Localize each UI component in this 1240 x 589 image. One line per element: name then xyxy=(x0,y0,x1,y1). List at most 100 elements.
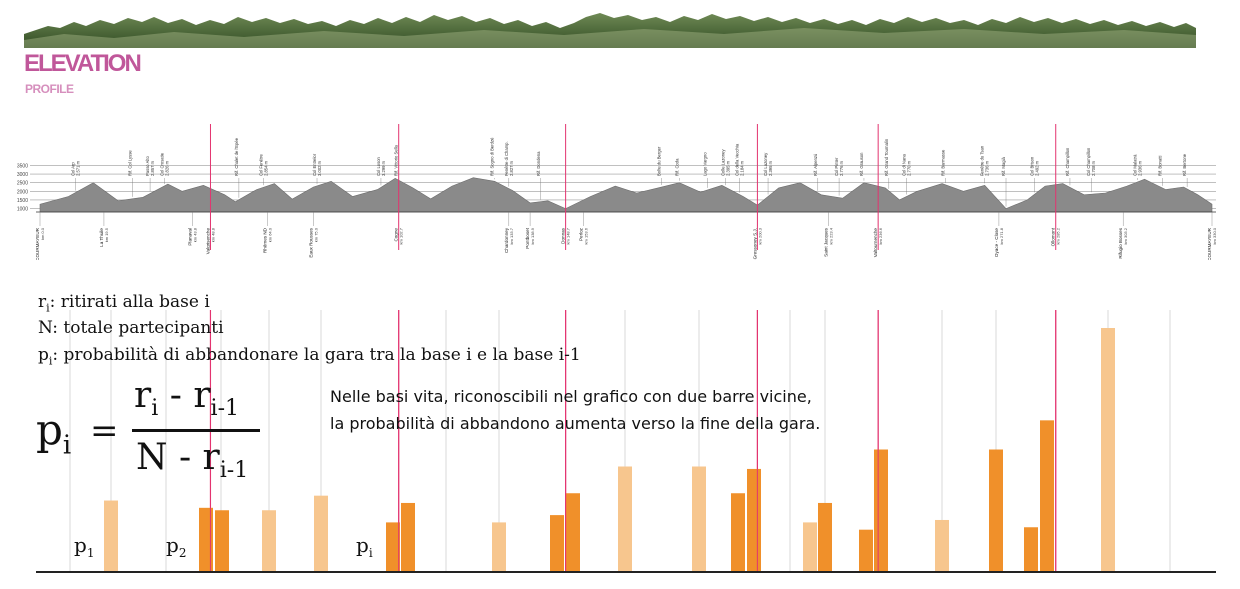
dropout-probability-chart xyxy=(36,310,1216,573)
peak-altitude-label: 3.299 m xyxy=(381,160,386,176)
town-distance-label: km 330.0 xyxy=(1212,227,1217,244)
probability-bar xyxy=(874,449,888,571)
formula-num-a-sub: i xyxy=(151,396,159,422)
bar-label-p2: p2 xyxy=(166,533,186,560)
peak-label: Col Loson xyxy=(376,156,381,176)
formula-den-sub: i-1 xyxy=(219,458,249,484)
peak-label: Rif. Bertone xyxy=(1182,153,1187,176)
peak-altitude-label: 2.492 m xyxy=(1034,160,1039,176)
peak-label: Rif. Col Lysse xyxy=(127,150,132,176)
town-label: Rhêmes ND xyxy=(262,227,267,253)
probability-bar xyxy=(747,468,761,571)
town-distance-label: km 19.5 xyxy=(104,227,109,242)
probability-bar xyxy=(550,515,564,571)
town-label: Pontboset xyxy=(525,227,530,248)
legend-ri-subscript: i xyxy=(46,301,50,315)
town-distance-label: km 43.8 xyxy=(193,227,198,242)
probability-bar xyxy=(262,510,276,571)
formula-den-text: N - r xyxy=(136,437,220,478)
peak-label: Rif. Bonatti xyxy=(1157,155,1162,176)
profile-y-tick-label: 1000 xyxy=(17,207,28,213)
profile-y-tick-label: 2000 xyxy=(17,189,28,195)
peak-altitude-label: 2.708 m xyxy=(1091,160,1096,176)
peak-label: Rif. Champillon xyxy=(1065,147,1070,176)
formula-fraction-bar xyxy=(132,429,260,432)
probability-bar xyxy=(731,493,745,571)
bar-label-pi: pi xyxy=(356,533,373,560)
legend-pi: pi: probabilità di abbandonare la gara t… xyxy=(38,344,581,372)
town-label: Cogne xyxy=(394,228,399,242)
probability-bar xyxy=(314,495,328,571)
peak-altitude-label: 2.857 m xyxy=(150,160,155,176)
formula-numerator: ri - ri-1 xyxy=(134,375,239,421)
town-label: Valtournenche xyxy=(873,228,878,258)
profile-y-tick-label: 3000 xyxy=(17,172,28,178)
legend-n-text: N: totale partecipanti xyxy=(38,318,224,338)
town-label: Oyace - Close xyxy=(994,228,999,258)
peak-altitude-label: 2.395 m xyxy=(725,160,730,176)
town-label: COURMAYEUR xyxy=(35,227,40,260)
probability-bar xyxy=(859,529,873,571)
town-label: Donnas xyxy=(561,227,566,244)
bar-label-p1-sub: 1 xyxy=(86,546,95,560)
peak-altitude-label: 2.854 m xyxy=(264,160,269,176)
town-label: Rifugio Bosses xyxy=(1118,227,1123,258)
town-distance-label: km 271.8 xyxy=(999,227,1004,244)
bar-label-pi-sub: i xyxy=(368,546,373,560)
peak-label: Col della Vecchia xyxy=(735,143,740,176)
peak-label: Fenêtre du Tsan xyxy=(980,145,985,176)
bar-label-pi-symbol: p xyxy=(356,533,369,557)
town-distance-label: km 133.7 xyxy=(509,227,514,244)
town-distance-label: km 223.4 xyxy=(828,227,833,244)
probability-bar xyxy=(492,522,506,571)
formula-lhs: pi xyxy=(36,405,71,460)
probability-bar xyxy=(104,500,118,571)
mountain-banner-highlight xyxy=(24,28,1196,48)
mountain-banner xyxy=(24,13,1196,48)
legend-ri-symbol: r xyxy=(38,292,47,312)
town-distance-label: km 102.7 xyxy=(399,227,404,244)
peak-label: Rif. Alpenzù xyxy=(813,153,818,176)
peak-altitude-label: 2.936 m xyxy=(1137,160,1142,176)
elevation-area xyxy=(39,177,1213,213)
town-label: Gressoney S.J. xyxy=(752,228,757,259)
probability-formula: pi = ri - ri-1 N - ri-1 xyxy=(36,375,286,495)
probability-bar xyxy=(401,502,415,571)
legend-pi-symbol: p xyxy=(38,345,49,365)
probability-bar xyxy=(618,466,632,571)
town-label: Ollomont xyxy=(1051,227,1056,246)
peak-label: Colle Lazoney xyxy=(720,149,725,176)
town-label: Eaux Rousses xyxy=(308,227,313,257)
probability-bar xyxy=(803,522,817,571)
probability-bar xyxy=(215,510,229,571)
town-distance-label: km 64.0 xyxy=(267,227,272,242)
mountain-banner-shape xyxy=(24,13,1196,48)
peak-label: Col Malatrà xyxy=(1132,154,1137,176)
town-label: La Thuile xyxy=(99,228,104,247)
bar-label-p1-symbol: p xyxy=(74,533,87,557)
peak-label: Lago Vargno xyxy=(703,152,708,176)
peak-label: Rif. Grauson xyxy=(859,152,864,176)
probability-bar xyxy=(199,507,213,571)
page-subtitle: PROFILE xyxy=(25,82,74,96)
legend-pi-subscript: i xyxy=(48,354,53,368)
peak-label: Col Entrelor xyxy=(312,153,317,176)
peak-label: Rif. Magià xyxy=(1001,156,1006,176)
bar-label-p1: p1 xyxy=(74,533,94,560)
note-line-2: la probabilità di abbandono aumenta vers… xyxy=(330,414,821,433)
profile-y-tick-label: 1500 xyxy=(17,198,28,204)
peak-label: Col di Nana xyxy=(902,153,907,176)
town-distance-label: km 0.0 xyxy=(40,227,45,240)
probability-bar xyxy=(566,493,580,571)
peak-altitude-label: 2.827 m xyxy=(509,160,514,176)
peak-label: Col Arp xyxy=(71,162,76,176)
peak-label: Rif. Vittorio Sella xyxy=(394,144,399,176)
town-distance-label: km 200.3 xyxy=(757,227,762,244)
formula-denominator: N - ri-1 xyxy=(136,437,248,483)
town-label: Planaval xyxy=(188,228,193,246)
profile-y-tick-label: 2500 xyxy=(17,181,28,187)
legend-ri-text: : ritirati alla base i xyxy=(49,292,210,312)
town-distance-label: km 48.8 xyxy=(210,227,215,242)
peak-altitude-label: 3.002 m xyxy=(317,160,322,176)
peak-label: Passo Alto xyxy=(145,156,150,176)
